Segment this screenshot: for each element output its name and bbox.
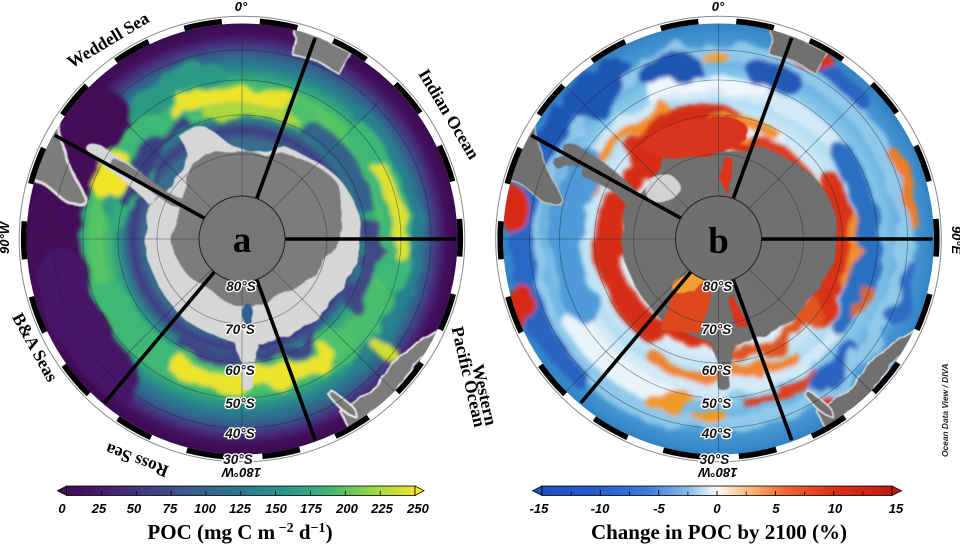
svg-text:80°S: 80°S: [703, 279, 732, 294]
svg-text:0°: 0°: [235, 0, 248, 14]
svg-text:-15: -15: [530, 501, 550, 516]
svg-text:0°: 0°: [712, 0, 725, 14]
svg-text:0: 0: [58, 501, 66, 516]
svg-text:180°W: 180°W: [697, 465, 738, 480]
svg-text:40°S: 40°S: [224, 426, 254, 441]
svg-text:50°S: 50°S: [702, 396, 731, 411]
svg-text:0: 0: [713, 501, 721, 516]
svg-text:-5: -5: [653, 501, 665, 516]
svg-text:180°W: 180°W: [220, 465, 261, 480]
svg-text:75: 75: [163, 501, 178, 516]
svg-text:175: 175: [300, 501, 322, 516]
svg-text:250: 250: [406, 501, 429, 516]
svg-text:POC (mg C m −2 d−1): POC (mg C m −2 d−1): [147, 520, 332, 544]
svg-text:90°W: 90°W: [0, 220, 12, 254]
svg-text:a: a: [233, 220, 252, 261]
svg-text:40°S: 40°S: [701, 426, 731, 441]
svg-text:100: 100: [194, 501, 216, 516]
svg-text:15: 15: [889, 501, 904, 516]
svg-text:10: 10: [828, 501, 843, 516]
svg-text:60°S: 60°S: [702, 363, 731, 378]
svg-text:5: 5: [772, 501, 780, 516]
svg-text:150: 150: [265, 501, 287, 516]
svg-text:200: 200: [335, 501, 358, 516]
svg-text:90°E: 90°E: [949, 226, 960, 255]
svg-text:-10: -10: [591, 501, 611, 516]
svg-text:125: 125: [229, 501, 251, 516]
svg-text:30°S: 30°S: [700, 452, 729, 467]
svg-text:Ross Sea: Ross Sea: [102, 439, 171, 481]
svg-text:25: 25: [91, 501, 107, 516]
svg-text:50: 50: [127, 501, 142, 516]
svg-text:50°S: 50°S: [225, 396, 254, 411]
svg-text:225: 225: [370, 501, 393, 516]
svg-text:b: b: [708, 221, 729, 262]
svg-text:Ocean Data View / DIVA: Ocean Data View / DIVA: [940, 363, 950, 457]
svg-text:70°S: 70°S: [225, 322, 254, 337]
svg-text:80°S: 80°S: [226, 279, 255, 294]
svg-text:30°S: 30°S: [223, 452, 252, 467]
svg-text:60°S: 60°S: [225, 363, 254, 378]
svg-text:70°S: 70°S: [702, 322, 731, 337]
svg-text:Change in POC by 2100 (%): Change in POC by 2100 (%): [591, 520, 847, 544]
